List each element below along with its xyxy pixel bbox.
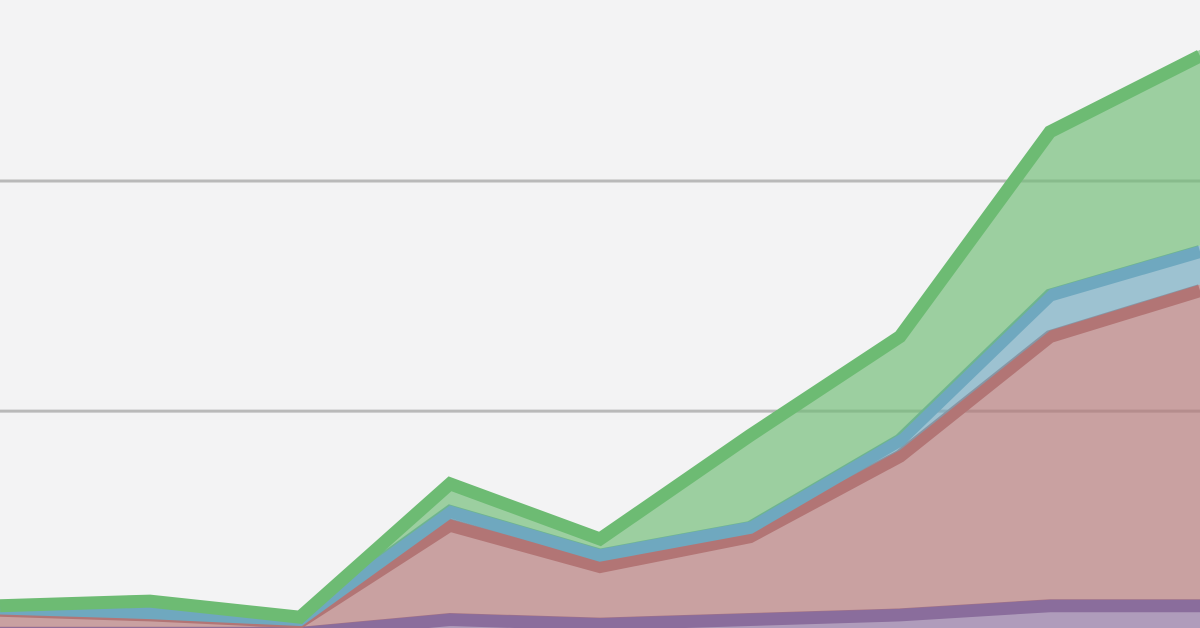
area xyxy=(0,49,1200,614)
area-edge xyxy=(0,245,1200,627)
area-edge xyxy=(0,50,1200,624)
area-edge xyxy=(0,599,1200,628)
area xyxy=(0,284,1200,628)
